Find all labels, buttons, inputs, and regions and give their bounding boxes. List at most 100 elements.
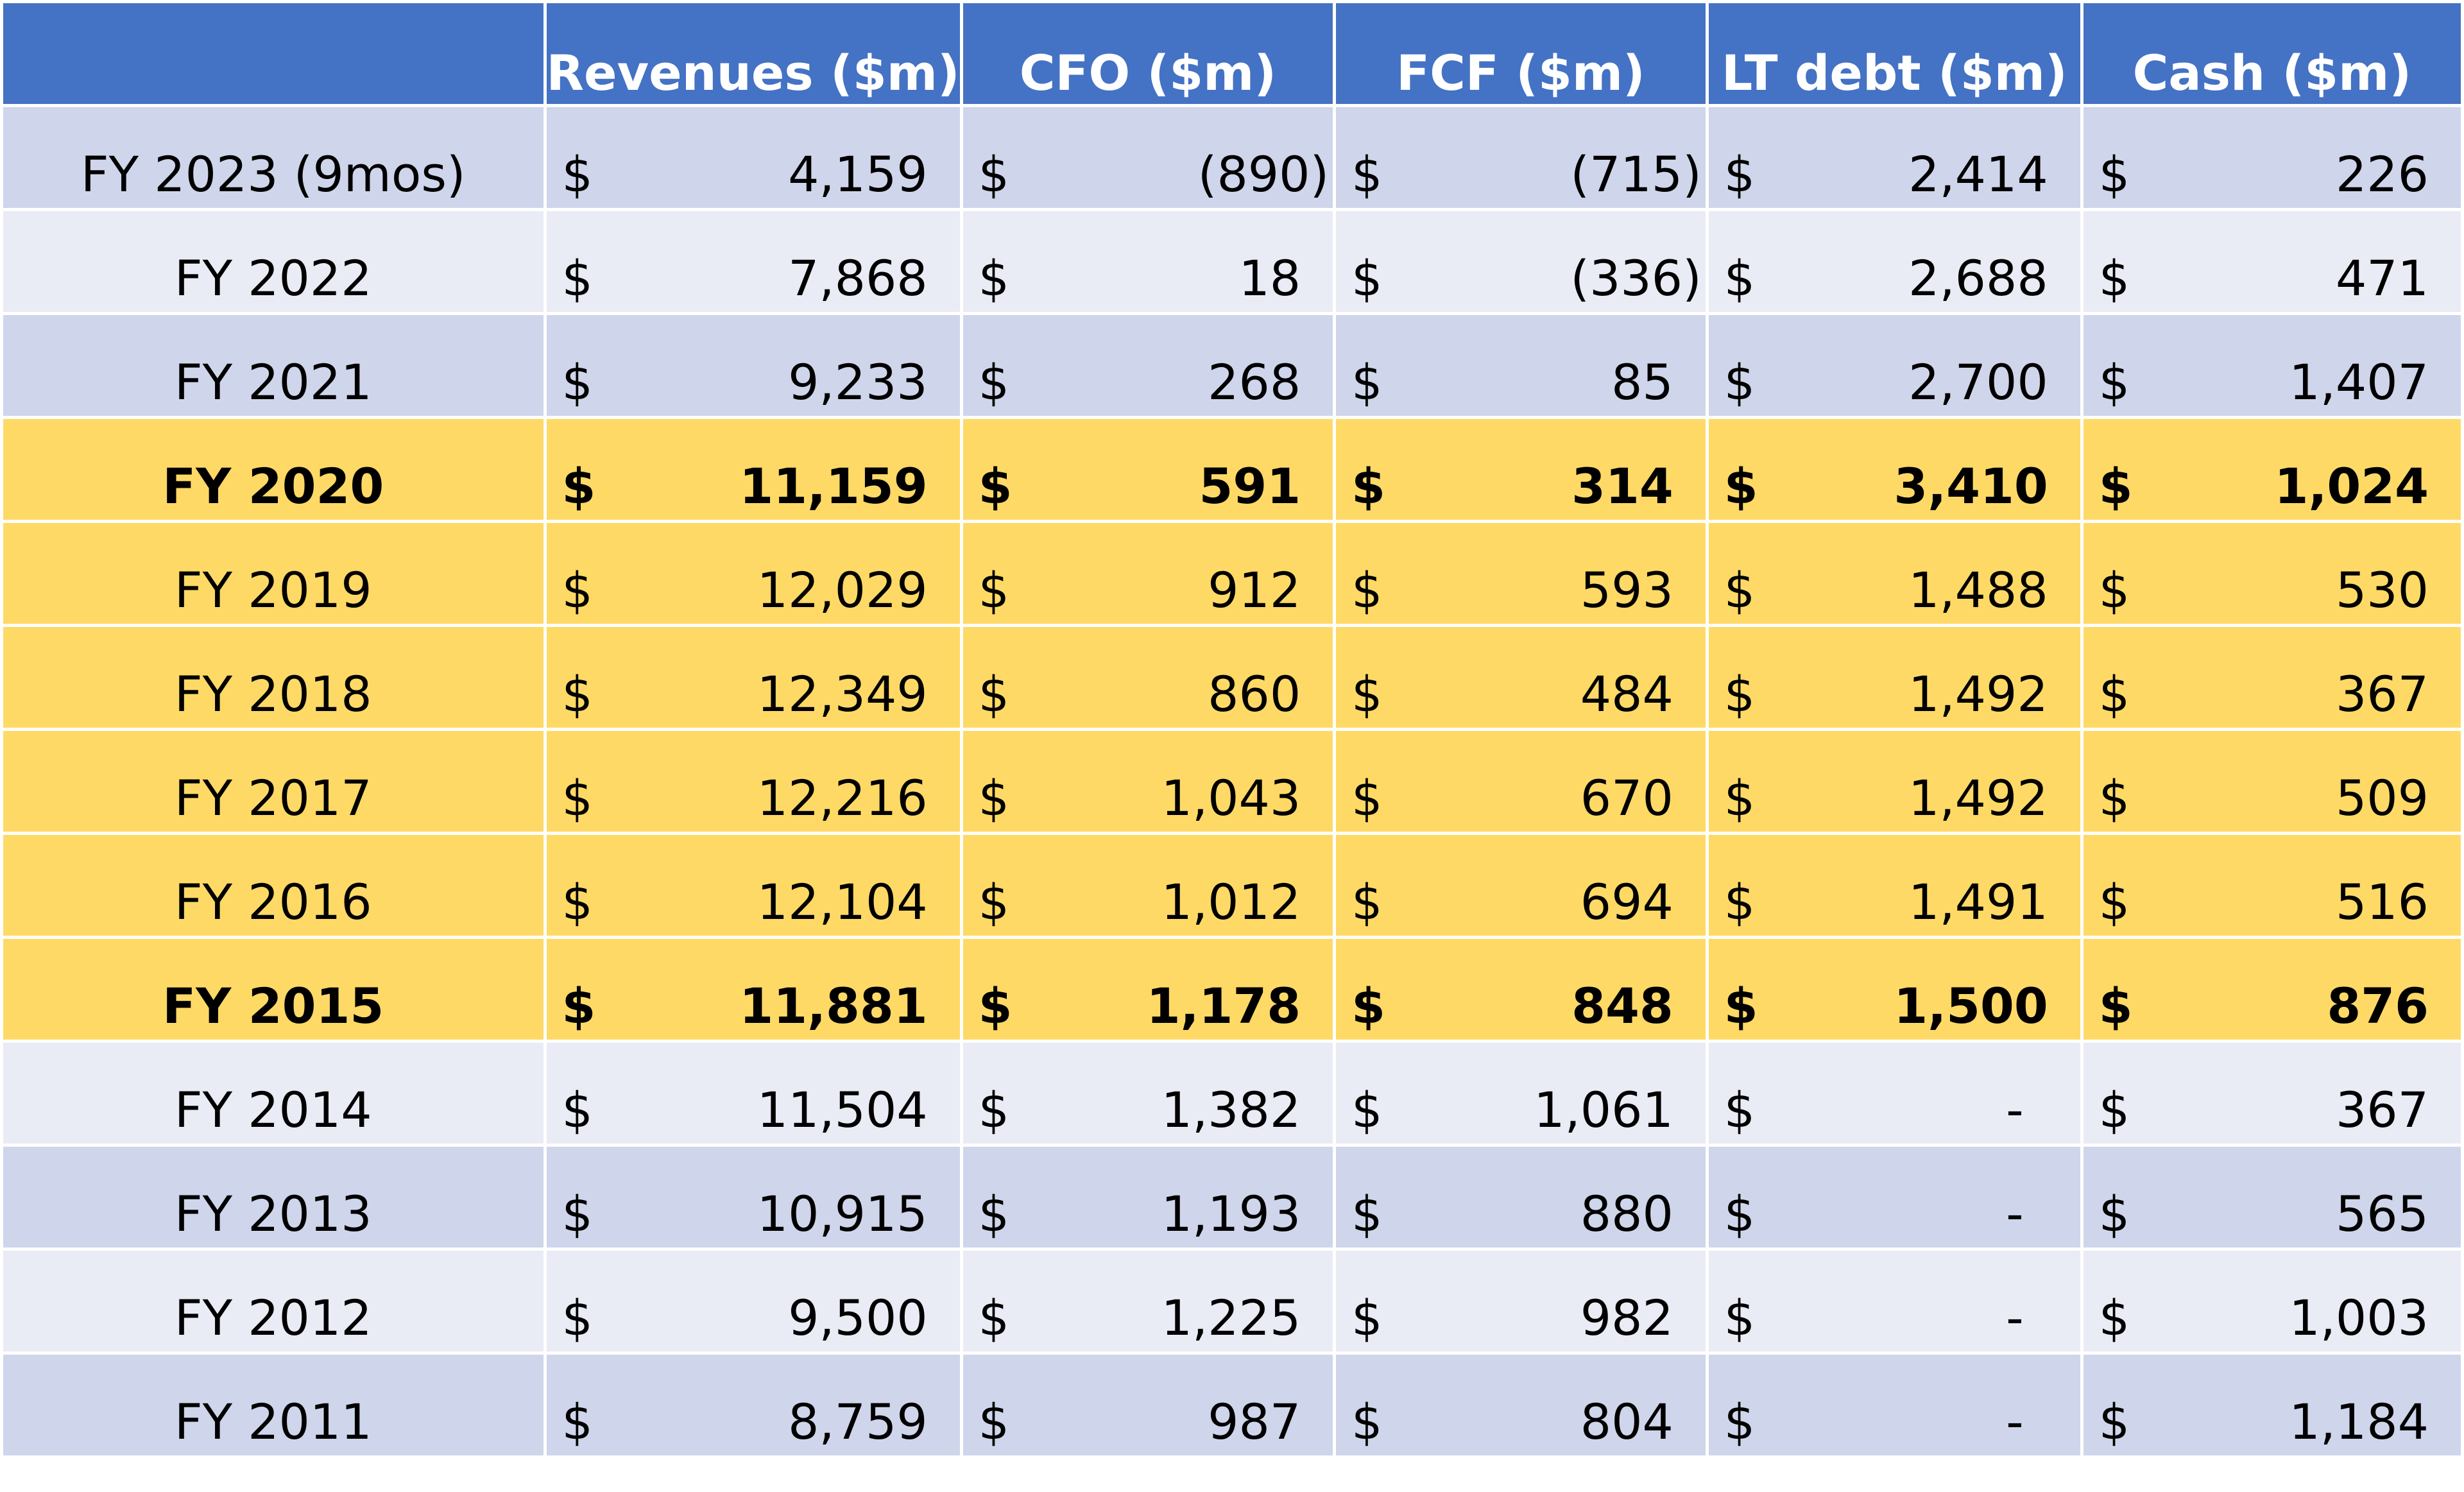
cell-value: 880 [1580,1185,1673,1242]
currency-symbol: $ [561,458,596,515]
cell-value: 2,688 [1908,250,2048,307]
currency-symbol: $ [1724,458,1758,515]
row-label: FY 2014 [174,1081,372,1138]
currency-symbol: $ [978,977,1013,1034]
cell-cash: $509 [2083,731,2461,832]
cell-fcf: $880 [1336,1147,1706,1248]
cell-cash: $1,024 [2083,419,2461,520]
cell-value: 226 [2335,146,2429,203]
currency-symbol: $ [561,1289,593,1346]
table-row: FY 2016 $12,104 $1,012 $694 $1,491 $516 [3,835,2461,936]
cell-revenues: $11,159 [546,419,960,520]
row-label-cell: FY 2012 [3,1251,543,1351]
row-label: FY 2021 [174,354,372,411]
row-label-cell: FY 2021 [3,315,543,416]
currency-symbol: $ [1724,873,1756,930]
table-row: FY 2020 $11,159 $591 $314 $3,410 $1,024 [3,419,2461,520]
header-fcf: FCF ($m) [1336,3,1706,104]
table-row: FY 2018 $12,349 $860 $484 $1,492 $367 [3,627,2461,728]
currency-symbol: $ [2098,977,2133,1034]
cell-lt-debt: $2,688 [1708,211,2080,312]
currency-symbol: $ [561,1393,593,1450]
currency-symbol: $ [1724,977,1758,1034]
currency-symbol: $ [2098,873,2130,930]
cell-revenues: $12,349 [546,627,960,728]
cell-value: 530 [2335,562,2429,619]
currency-symbol: $ [2098,1185,2130,1242]
row-label: FY 2022 [174,250,372,307]
cell-value: 2,414 [1908,146,2048,203]
currency-symbol: $ [1351,1081,1383,1138]
currency-symbol: $ [2098,1393,2130,1450]
cell-value: 860 [1208,665,1301,723]
cell-value: 367 [2335,665,2429,723]
cell-value: 1,407 [2289,354,2429,411]
currency-symbol: $ [561,250,593,307]
cell-value: (336) [1570,250,1702,307]
cell-value: 12,349 [757,665,928,723]
cell-lt-debt: $1,492 [1708,731,2080,832]
cell-lt-debt: $ - [1708,1147,2080,1248]
row-label: FY 2023 (9mos) [80,146,466,203]
cell-cfo: $1,043 [963,731,1333,832]
cell-fcf: $1,061 [1336,1043,1706,1144]
currency-symbol: $ [561,354,593,411]
currency-symbol: $ [1724,1185,1756,1242]
cell-cash: $876 [2083,939,2461,1040]
cell-value: 1,003 [2289,1289,2429,1346]
cell-revenues: $8,759 [546,1355,960,1455]
currency-symbol: $ [2098,354,2130,411]
currency-symbol: $ [561,1185,593,1242]
currency-symbol: $ [2098,250,2130,307]
row-label-cell: FY 2014 [3,1043,543,1144]
cell-value: - [2006,1081,2024,1138]
currency-symbol: $ [978,354,1010,411]
cell-value: 565 [2335,1185,2429,1242]
currency-symbol: $ [978,665,1010,723]
currency-symbol: $ [1724,769,1756,827]
cell-value: 85 [1611,354,1673,411]
cell-cash: $367 [2083,627,2461,728]
cell-cfo: $860 [963,627,1333,728]
cell-value: 1,178 [1146,977,1301,1034]
cell-cfo: $591 [963,419,1333,520]
cell-value: 12,104 [757,873,928,930]
cell-cash: $565 [2083,1147,2461,1248]
cell-cash: $530 [2083,523,2461,624]
currency-symbol: $ [978,873,1010,930]
currency-symbol: $ [561,562,593,619]
currency-symbol: $ [561,769,593,827]
cell-value: 670 [1580,769,1673,827]
row-label: FY 2013 [174,1185,372,1242]
currency-symbol: $ [561,665,593,723]
currency-symbol: $ [1351,146,1383,203]
cell-fcf: $ (336) [1336,211,1706,312]
currency-symbol: $ [1724,250,1756,307]
cell-fcf: $804 [1336,1355,1706,1455]
currency-symbol: $ [1351,1393,1383,1450]
currency-symbol: $ [2098,146,2130,203]
row-label-cell: FY 2019 [3,523,543,624]
cell-value: 1,492 [1908,769,2048,827]
cell-value: 591 [1199,458,1301,515]
cell-value: 694 [1580,873,1673,930]
currency-symbol: $ [978,769,1010,827]
cell-value: 8,759 [788,1393,928,1450]
cell-fcf: $85 [1336,315,1706,416]
cell-value: 1,491 [1908,873,2048,930]
table-row: FY 2013 $10,915 $1,193 $880 $ - $565 [3,1147,2461,1248]
cell-value: 912 [1208,562,1301,619]
currency-symbol: $ [2098,1081,2130,1138]
cell-value: 1,193 [1161,1185,1301,1242]
cell-value: 509 [2335,769,2429,827]
cell-cash: $1,184 [2083,1355,2461,1455]
currency-symbol: $ [1351,1185,1383,1242]
row-label-cell: FY 2016 [3,835,543,936]
cell-value: 9,233 [788,354,928,411]
cell-fcf: $ (715) [1336,107,1706,208]
cell-value: 1,500 [1894,977,2048,1034]
table-row: FY 2011 $8,759 $987 $804 $ - $1,184 [3,1355,2461,1455]
table-row: FY 2012 $9,500 $1,225 $982 $ - $1,003 [3,1251,2461,1351]
currency-symbol: $ [1351,250,1383,307]
row-label-cell: FY 2011 [3,1355,543,1455]
